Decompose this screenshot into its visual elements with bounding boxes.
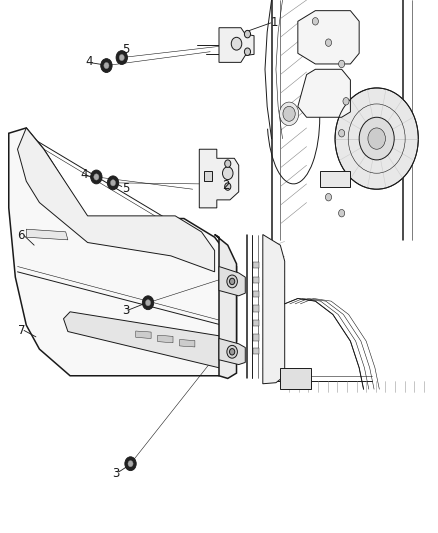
- Circle shape: [145, 300, 151, 306]
- Polygon shape: [298, 69, 350, 117]
- Polygon shape: [253, 291, 259, 297]
- Text: 4: 4: [81, 168, 88, 181]
- Circle shape: [225, 183, 231, 190]
- Circle shape: [279, 102, 299, 126]
- Polygon shape: [158, 335, 173, 343]
- Circle shape: [125, 457, 136, 471]
- Polygon shape: [64, 312, 226, 368]
- Circle shape: [230, 278, 235, 285]
- Polygon shape: [298, 11, 359, 64]
- Circle shape: [339, 130, 345, 137]
- Circle shape: [244, 30, 251, 38]
- Polygon shape: [280, 368, 311, 389]
- Polygon shape: [219, 266, 245, 296]
- Circle shape: [325, 193, 332, 201]
- Polygon shape: [253, 348, 259, 354]
- Polygon shape: [253, 305, 259, 312]
- Polygon shape: [219, 28, 254, 62]
- Circle shape: [223, 167, 233, 180]
- Circle shape: [101, 59, 112, 72]
- Text: 1: 1: [271, 17, 278, 29]
- Text: 2: 2: [223, 179, 230, 192]
- Text: 3: 3: [112, 467, 119, 480]
- Polygon shape: [263, 235, 285, 384]
- Circle shape: [325, 39, 332, 46]
- Polygon shape: [9, 128, 237, 376]
- Circle shape: [312, 18, 318, 25]
- Circle shape: [91, 170, 102, 184]
- Circle shape: [335, 88, 418, 189]
- Polygon shape: [26, 229, 68, 240]
- Circle shape: [231, 37, 242, 50]
- Circle shape: [94, 174, 99, 180]
- Polygon shape: [204, 171, 212, 181]
- Polygon shape: [320, 171, 350, 187]
- Polygon shape: [199, 149, 239, 208]
- Text: 5: 5: [122, 43, 129, 55]
- Polygon shape: [253, 334, 259, 341]
- Circle shape: [230, 349, 235, 355]
- Text: 4: 4: [86, 55, 93, 68]
- Circle shape: [227, 345, 237, 358]
- Polygon shape: [180, 340, 195, 347]
- Circle shape: [368, 128, 385, 149]
- Circle shape: [283, 107, 295, 122]
- Polygon shape: [253, 262, 259, 268]
- Polygon shape: [136, 331, 151, 338]
- Polygon shape: [253, 320, 259, 326]
- Polygon shape: [253, 277, 259, 283]
- Polygon shape: [18, 128, 215, 272]
- Circle shape: [110, 180, 116, 186]
- Circle shape: [359, 117, 394, 160]
- Circle shape: [343, 98, 349, 105]
- Circle shape: [128, 461, 133, 467]
- Circle shape: [339, 60, 345, 68]
- Circle shape: [142, 296, 154, 310]
- Polygon shape: [219, 338, 245, 365]
- Circle shape: [107, 176, 119, 190]
- Circle shape: [116, 51, 127, 64]
- Text: 5: 5: [122, 182, 129, 195]
- Text: 7: 7: [18, 324, 25, 337]
- Text: 3: 3: [122, 304, 129, 317]
- Circle shape: [227, 275, 237, 288]
- Circle shape: [339, 209, 345, 217]
- Circle shape: [104, 62, 109, 69]
- Text: 6: 6: [18, 229, 25, 242]
- Circle shape: [225, 160, 231, 167]
- Circle shape: [119, 54, 124, 61]
- Polygon shape: [215, 235, 237, 378]
- Circle shape: [244, 48, 251, 55]
